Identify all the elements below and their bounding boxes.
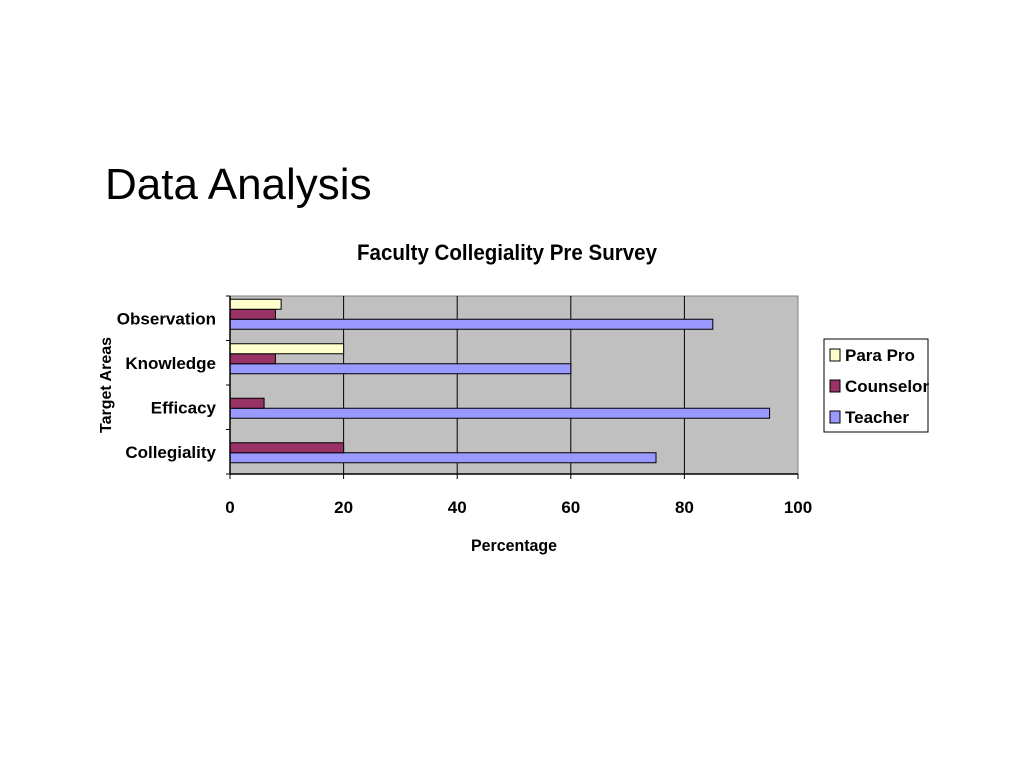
axes xyxy=(226,295,799,479)
y-tick-label: Efficacy xyxy=(151,398,217,417)
bar-para-pro-observation xyxy=(229,298,282,310)
bar-para-pro-knowledge xyxy=(229,343,345,355)
x-tick-label: 80 xyxy=(675,498,694,517)
x-tick-label: 40 xyxy=(448,498,467,517)
chart-title: Faculty Collegiality Pre Survey xyxy=(357,240,658,265)
legend: Para Pro Counselor Teacher xyxy=(823,338,929,433)
x-tick-label: 20 xyxy=(334,498,353,517)
bar-teacher-collegiality xyxy=(229,452,657,464)
bar-counselor-knowledge xyxy=(229,353,276,365)
bar-counselor-collegiality xyxy=(229,442,345,454)
legend-label-para-pro: Para Pro xyxy=(845,346,915,365)
bar-teacher-knowledge xyxy=(229,363,572,375)
legend-swatch-counselor xyxy=(829,379,841,393)
legend-box xyxy=(823,338,929,433)
y-axis-label: Target Areas xyxy=(98,337,115,433)
legend-swatch-teacher xyxy=(829,410,841,424)
bar-counselor-efficacy xyxy=(229,397,265,409)
legend-label-teacher: Teacher xyxy=(845,408,909,427)
x-tick-label: 60 xyxy=(561,498,580,517)
bar-counselor-observation xyxy=(229,308,276,320)
x-axis-label: Percentage xyxy=(471,536,557,555)
bar-teacher-observation xyxy=(229,318,714,330)
y-tick-label: Collegiality xyxy=(125,443,216,462)
legend-swatch-para-pro xyxy=(829,348,841,362)
bars xyxy=(229,298,771,464)
slide-title: Data Analysis xyxy=(105,160,372,209)
x-tick-label: 0 xyxy=(225,498,234,517)
bar-teacher-efficacy xyxy=(229,407,771,419)
y-tick-label: Observation xyxy=(117,309,216,328)
y-tick-label: Knowledge xyxy=(125,354,216,373)
legend-label-counselor: Counselor xyxy=(845,377,929,396)
x-tick-label: 100 xyxy=(784,498,812,517)
tick-labels: Collegiality Efficacy Knowledge Observation… xyxy=(117,309,812,517)
